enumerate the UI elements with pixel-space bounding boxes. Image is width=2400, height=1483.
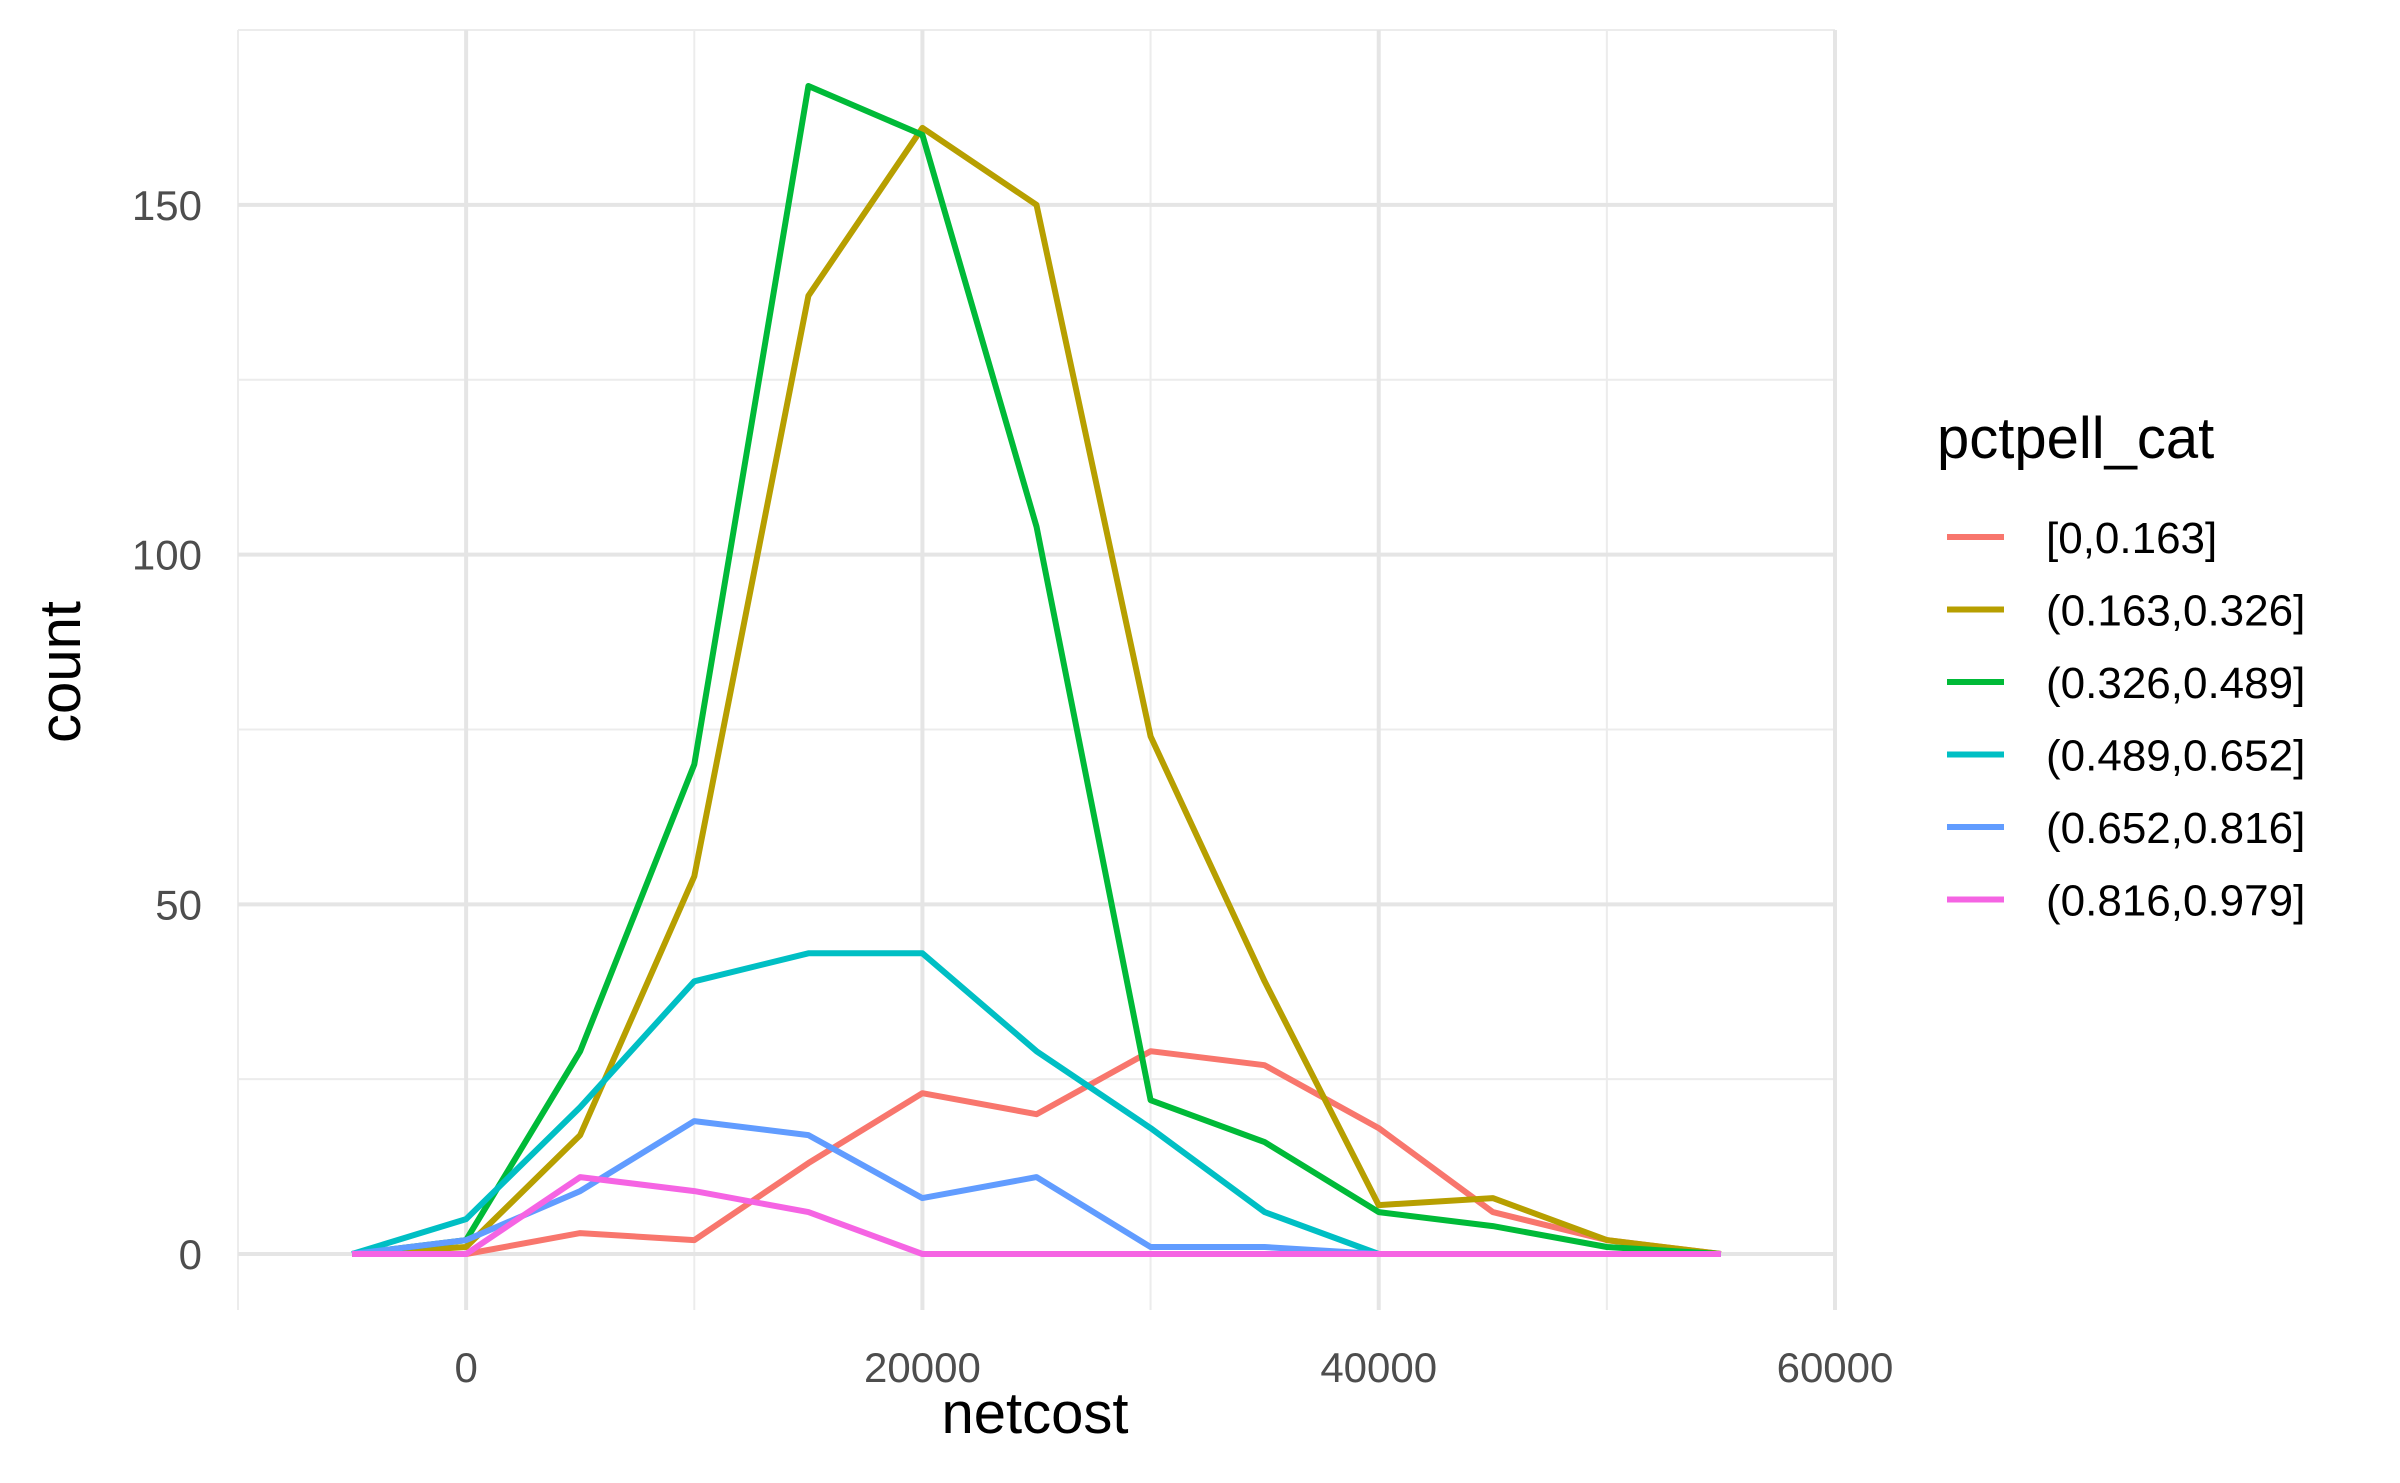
legend-items: [0,0.163] (0.163,0.326] (0.326,0.489] (0.48… xyxy=(1947,514,2305,926)
legend-item: [0,0.163] xyxy=(1947,514,2217,563)
legend-item: (0.652,0.816] xyxy=(1947,804,2305,853)
x-tick-label: 40000 xyxy=(1320,1344,1437,1391)
series-lines xyxy=(351,83,1722,1257)
series-line xyxy=(351,1118,1721,1257)
legend-item: (0.163,0.326] xyxy=(1947,587,2305,636)
y-axis-ticks: 0 50 100 150 xyxy=(132,182,202,1278)
series-line xyxy=(352,1174,1721,1257)
legend-label: (0.163,0.326] xyxy=(2046,587,2305,636)
legend-label: (0.489,0.652] xyxy=(2046,732,2305,781)
x-tick-label: 20000 xyxy=(864,1344,981,1391)
y-axis-title: count xyxy=(28,601,93,743)
x-tick-label: 0 xyxy=(454,1344,477,1391)
series-line xyxy=(351,83,1722,1257)
x-axis-title: netcost xyxy=(942,1381,1129,1446)
legend: pctpell_cat [0,0.163] (0.163,0.326] (0.326… xyxy=(1937,406,2305,926)
y-tick-label: 150 xyxy=(132,182,202,229)
legend-label: (0.652,0.816] xyxy=(2046,804,2305,853)
legend-label: [0,0.163] xyxy=(2046,514,2217,563)
y-tick-label: 0 xyxy=(179,1231,202,1278)
legend-label: (0.326,0.489] xyxy=(2046,659,2305,708)
y-tick-label: 100 xyxy=(132,532,202,579)
legend-item: (0.326,0.489] xyxy=(1947,659,2305,708)
series-line xyxy=(352,1048,1722,1257)
series-line xyxy=(351,124,1722,1257)
gridlines xyxy=(237,29,1837,1310)
legend-label: (0.816,0.979] xyxy=(2046,877,2305,926)
legend-item: (0.816,0.979] xyxy=(1947,877,2305,926)
legend-item: (0.489,0.652] xyxy=(1947,732,2305,781)
legend-title: pctpell_cat xyxy=(1937,406,2214,471)
x-tick-label: 60000 xyxy=(1777,1344,1894,1391)
x-axis-ticks: 0 20000 40000 60000 xyxy=(454,1344,1893,1391)
y-tick-label: 50 xyxy=(155,881,202,928)
